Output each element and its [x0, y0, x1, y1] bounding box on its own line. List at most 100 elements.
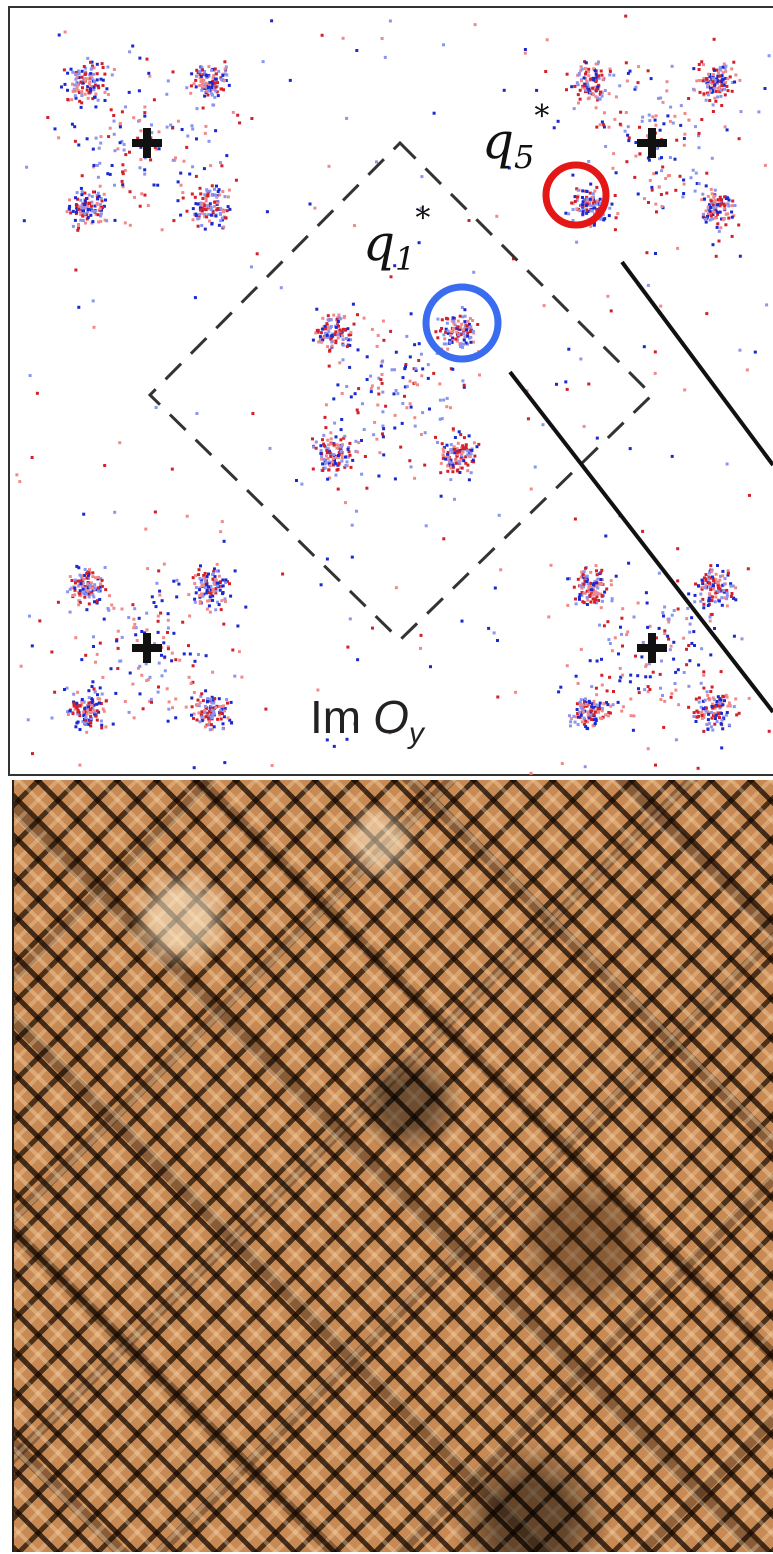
speckle [417, 342, 421, 346]
speckle [210, 222, 214, 226]
speckle [596, 707, 600, 711]
speckle [614, 216, 618, 220]
speckle [74, 72, 78, 76]
speckle [443, 337, 447, 341]
speckle [719, 94, 723, 98]
speckle [713, 203, 717, 207]
speckle [587, 160, 591, 163]
speckle [88, 202, 91, 205]
speckle [723, 87, 726, 91]
speckle [221, 218, 224, 222]
speckle [223, 79, 226, 83]
speckle [72, 700, 76, 704]
speckle [90, 700, 94, 704]
speckle [763, 87, 767, 90]
speckle [81, 582, 85, 585]
bragg-cross [132, 128, 667, 663]
speckle [473, 454, 477, 458]
speckle [610, 599, 614, 603]
speckle [224, 580, 227, 584]
speckle [705, 171, 709, 175]
speckle [717, 599, 721, 603]
speckle [710, 705, 714, 708]
speckle [211, 87, 215, 91]
speckle [181, 196, 185, 200]
speckle [700, 587, 704, 591]
speckle [95, 588, 98, 592]
speckle [646, 69, 650, 73]
speckle [753, 350, 757, 354]
speckle [83, 199, 87, 203]
speckle [220, 216, 224, 220]
speckle [582, 76, 586, 80]
speckle [721, 71, 725, 75]
speckle [212, 725, 216, 729]
speckle [356, 658, 360, 662]
speckle [175, 595, 179, 599]
speckle [591, 588, 595, 592]
speckle [574, 674, 578, 678]
speckle [599, 90, 602, 94]
speckle [597, 76, 601, 80]
speckle [201, 68, 204, 72]
speckle [380, 381, 384, 385]
speckle [80, 101, 84, 105]
speckle [578, 593, 582, 596]
speckle [725, 604, 729, 608]
speckle [439, 461, 443, 465]
speckle [450, 340, 454, 344]
speckle [78, 99, 82, 103]
speckle [128, 223, 132, 227]
speckle [619, 675, 623, 679]
speckle [225, 154, 229, 158]
speckle [585, 208, 589, 212]
speckle [414, 369, 418, 372]
speckle [90, 200, 94, 204]
speckle [99, 77, 103, 81]
speckle [449, 458, 453, 462]
speckle [700, 60, 704, 64]
speckle [185, 145, 189, 149]
speckle [211, 714, 215, 718]
speckle [585, 596, 589, 599]
speckle [208, 728, 212, 732]
speckle [83, 202, 87, 206]
speckle [700, 714, 704, 717]
speckle [607, 638, 611, 642]
speckle [436, 317, 440, 321]
speckle [308, 202, 312, 206]
speckle [203, 725, 207, 729]
speckle [673, 114, 677, 118]
speckle [586, 97, 590, 101]
speckle [565, 664, 569, 668]
speckle [103, 72, 107, 76]
speckle [201, 197, 205, 200]
speckle [730, 592, 734, 595]
speckle [716, 95, 720, 99]
speckle [668, 648, 672, 652]
speckle [343, 434, 347, 438]
speckle [200, 710, 204, 714]
speckle [712, 37, 716, 41]
speckle [155, 581, 159, 585]
speckle [381, 319, 385, 323]
speckle [728, 75, 732, 79]
speckle [78, 601, 82, 604]
speckle [597, 599, 601, 602]
speckle [85, 213, 89, 217]
speckle [707, 577, 710, 581]
speckle [598, 202, 602, 205]
speckle [138, 692, 142, 696]
speckle [590, 709, 594, 713]
speckle [700, 716, 704, 720]
speckle [704, 706, 708, 710]
speckle [172, 219, 176, 223]
speckle [319, 444, 323, 448]
speckle [576, 715, 580, 719]
speckle [727, 204, 731, 208]
speckle [66, 98, 70, 101]
speckle [337, 456, 341, 460]
speckle [357, 441, 361, 445]
speckle [456, 452, 460, 456]
speckle [106, 607, 110, 610]
